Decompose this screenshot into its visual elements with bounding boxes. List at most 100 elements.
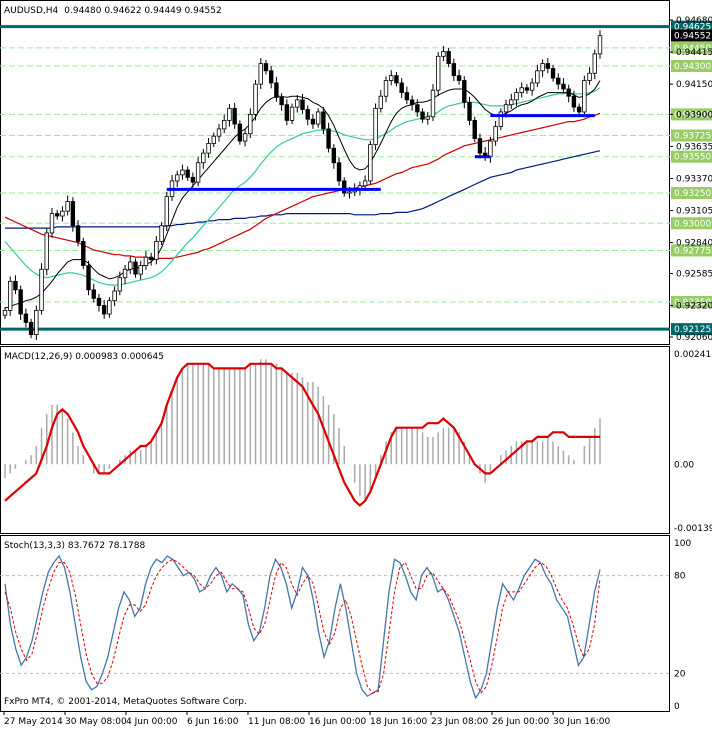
candle-body <box>107 300 112 315</box>
symbol-header: AUDUSD,H4 0.94480 0.94622 0.94449 0.94552 <box>4 6 222 16</box>
candle-body <box>148 256 154 260</box>
stoch-tick-label: 0 <box>674 702 680 712</box>
candle-body <box>529 82 535 91</box>
candle-body <box>519 87 524 93</box>
candle-body <box>441 51 446 57</box>
candle-body <box>133 261 138 275</box>
candle-body <box>451 63 457 77</box>
time-tick-label: 18 Jun 16:00 <box>370 717 427 727</box>
candle-body <box>39 268 44 311</box>
candle-body <box>342 180 347 194</box>
candle-body <box>13 280 18 291</box>
candle-body <box>389 75 394 81</box>
candle-body <box>514 92 519 101</box>
candle-body <box>49 213 55 234</box>
candle-body <box>195 162 201 183</box>
candle-body <box>315 111 321 125</box>
macd-tick-label: -0.001396 <box>674 524 712 534</box>
candle-body <box>321 111 326 130</box>
candle-body <box>535 70 540 84</box>
candle-body <box>582 80 587 113</box>
candle-body <box>436 55 441 91</box>
price-tick-label: 0.94415 <box>676 48 712 58</box>
price-tick-label: 0.93105 <box>676 207 712 217</box>
stoch-axis: 100 80 20 0 <box>674 539 691 712</box>
candle-body <box>545 63 551 69</box>
candle-body <box>503 104 509 113</box>
candle-body <box>253 83 258 115</box>
candle-body <box>54 213 60 217</box>
candle-body <box>258 63 263 85</box>
price-tick-label: 0.93635 <box>676 142 712 152</box>
candle-body <box>211 135 216 144</box>
candle-body <box>8 280 13 311</box>
level-badge <box>671 217 712 230</box>
candle-body <box>378 95 383 109</box>
candle-body <box>180 169 185 176</box>
candle-body <box>561 83 566 90</box>
candle-body <box>232 107 237 125</box>
candle-body <box>430 89 436 118</box>
time-tick-label: 26 Jun 00:00 <box>492 717 549 727</box>
candle-body <box>592 53 597 74</box>
candle-body <box>462 80 467 103</box>
stoch-title: Stoch(13,3,3) 83.7672 78.1788 <box>4 541 145 551</box>
price-tick-label: 0.92320 <box>676 302 712 312</box>
candle-body <box>498 111 504 127</box>
level-label: 0.93900 <box>674 110 711 120</box>
time-tick-label: 6 Jun 16:00 <box>187 717 239 727</box>
level-label: 0.94450 <box>674 44 711 54</box>
candle-body <box>206 143 211 154</box>
price-tick-label: 0.92840 <box>676 239 712 249</box>
candle-body <box>185 169 190 178</box>
price-level-lines <box>0 25 670 331</box>
level-badge <box>671 41 712 54</box>
price-tick-label: 0.93370 <box>676 175 712 185</box>
time-tick-label: 27 May 2014 <box>4 717 63 727</box>
candle-body <box>576 106 582 113</box>
candle-body <box>326 128 331 149</box>
candle-body <box>394 75 399 84</box>
candle-body <box>540 63 545 72</box>
candle-body <box>23 313 29 323</box>
macd-tick-label: 0.002415 <box>674 350 712 360</box>
time-tick-label: 23 Jun 08:00 <box>431 717 488 727</box>
time-tick-label: 4 Jun 00:00 <box>126 717 178 727</box>
macd-signal-line <box>4 362 600 507</box>
level-label: 0.94552 <box>674 31 711 41</box>
level-label: 0.94300 <box>674 62 711 72</box>
candle-body <box>420 111 425 120</box>
candle-body <box>493 126 498 142</box>
candle-body <box>75 225 81 242</box>
price-tick-label: 0.92060 <box>676 333 712 343</box>
candle-body <box>472 120 477 139</box>
candle-body <box>456 75 462 81</box>
macd-axis: 0.002415 0.00 -0.001396 <box>674 350 712 534</box>
candle-body <box>289 106 295 121</box>
stochastic-lines <box>0 554 670 700</box>
candle-body <box>446 51 451 64</box>
level-label: 0.92125 <box>674 325 711 335</box>
level-badge <box>671 108 712 121</box>
time-tick-label: 16 Jun 00:00 <box>309 717 366 727</box>
price-tick-label: 0.93900 <box>676 110 712 120</box>
candle-body <box>190 176 196 183</box>
candle-body <box>300 99 305 110</box>
candle-body <box>65 201 70 212</box>
candle-body <box>556 77 561 85</box>
stoch-tick-label: 80 <box>674 572 686 582</box>
candle-body <box>425 116 430 120</box>
candle-body <box>310 118 316 125</box>
candle-body <box>373 107 378 146</box>
level-badge <box>671 187 712 200</box>
level-badge <box>671 244 712 257</box>
time-tick-label: 11 Jun 08:00 <box>248 717 305 727</box>
candle-body <box>477 138 483 154</box>
candle-body <box>571 95 577 108</box>
candle-body <box>18 289 23 315</box>
macd-signal-path <box>4 362 600 507</box>
candle-body <box>154 241 159 260</box>
level-badge <box>671 59 712 72</box>
